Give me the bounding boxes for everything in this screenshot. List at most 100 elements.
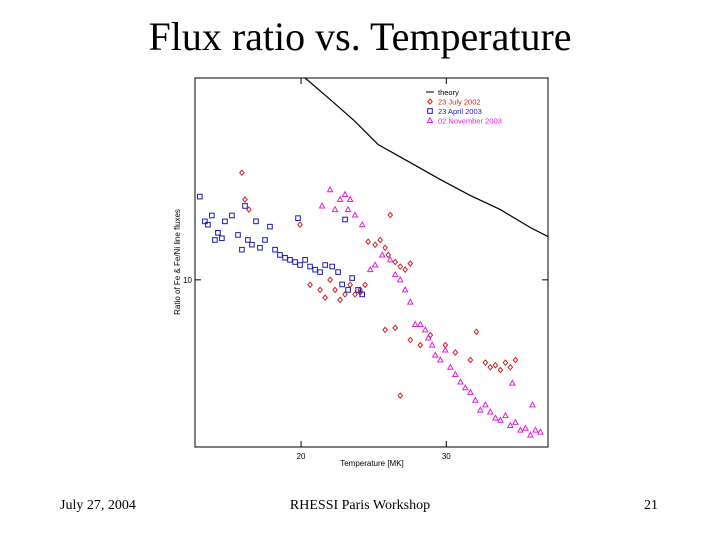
point — [406, 298, 414, 305]
x-axis-label: Temperature [MK] — [340, 459, 404, 468]
plot-frame — [194, 77, 549, 448]
point — [387, 211, 394, 219]
slide-title: Flux ratio vs. Temperature — [148, 14, 571, 59]
point — [476, 406, 484, 413]
point — [431, 351, 439, 358]
point — [522, 424, 529, 431]
point — [451, 370, 459, 377]
point — [461, 383, 469, 391]
point — [209, 212, 215, 219]
point — [497, 366, 504, 374]
point — [326, 185, 334, 193]
y-axis-label: Ratio of Fe & Fe/Ni line fluxes — [173, 209, 182, 315]
point — [371, 261, 379, 268]
point — [336, 195, 344, 203]
point — [292, 259, 298, 265]
point — [502, 359, 509, 367]
point — [491, 414, 499, 421]
point — [205, 221, 211, 228]
point — [516, 426, 524, 433]
point — [365, 238, 372, 246]
theory-line — [304, 77, 549, 238]
point — [318, 202, 326, 209]
point — [317, 269, 323, 275]
point — [245, 237, 251, 243]
point — [382, 244, 389, 252]
footer-event: RHESSI Paris Workshop — [290, 498, 430, 513]
point — [339, 281, 345, 288]
point — [253, 218, 259, 225]
point — [229, 212, 235, 219]
point — [317, 286, 323, 294]
point — [416, 320, 424, 327]
point — [202, 218, 208, 225]
point — [466, 388, 474, 395]
legend-label: 23 April 2003 — [438, 107, 482, 116]
point — [257, 244, 263, 251]
point — [342, 291, 348, 298]
point — [235, 232, 241, 238]
point — [421, 326, 429, 333]
point — [346, 195, 354, 203]
point — [386, 255, 394, 263]
point — [532, 426, 539, 433]
point — [349, 275, 355, 281]
point — [402, 266, 409, 274]
point — [215, 230, 221, 236]
point — [496, 416, 504, 423]
point — [307, 281, 313, 289]
point — [329, 263, 335, 270]
point — [344, 205, 352, 213]
point — [345, 287, 351, 293]
point — [492, 361, 499, 369]
point — [327, 276, 333, 284]
point — [424, 334, 432, 341]
point — [358, 220, 366, 228]
point — [401, 286, 409, 293]
point — [473, 328, 480, 336]
legend-swatch — [426, 116, 434, 123]
point — [487, 363, 494, 371]
point — [482, 359, 489, 367]
point — [239, 169, 245, 177]
point — [249, 241, 255, 248]
point — [396, 275, 404, 283]
point — [407, 260, 414, 267]
point — [378, 251, 386, 258]
point — [331, 205, 339, 213]
point — [446, 363, 454, 370]
point — [337, 296, 343, 304]
legend-label: 23 July 2002 — [438, 98, 481, 107]
point — [377, 236, 384, 244]
legend-swatch — [427, 108, 433, 114]
point — [272, 246, 278, 253]
legend-label: 02 November 2003 — [438, 117, 502, 126]
point — [407, 336, 414, 344]
point — [366, 265, 374, 273]
point — [359, 291, 366, 298]
point — [452, 349, 459, 356]
point — [417, 341, 424, 349]
legend-label: theory — [438, 88, 459, 97]
point — [397, 392, 404, 399]
point — [295, 215, 301, 221]
point — [362, 281, 368, 289]
point — [385, 251, 392, 259]
point — [342, 216, 348, 223]
point — [372, 241, 378, 249]
point — [486, 408, 494, 415]
point — [302, 257, 308, 263]
point — [297, 221, 303, 229]
point — [427, 331, 434, 339]
point — [297, 262, 303, 268]
footer-page: 21 — [644, 498, 658, 513]
point — [242, 203, 248, 209]
point — [239, 246, 245, 253]
point — [382, 326, 389, 334]
point — [307, 263, 313, 270]
point — [355, 287, 361, 293]
point — [526, 431, 534, 438]
